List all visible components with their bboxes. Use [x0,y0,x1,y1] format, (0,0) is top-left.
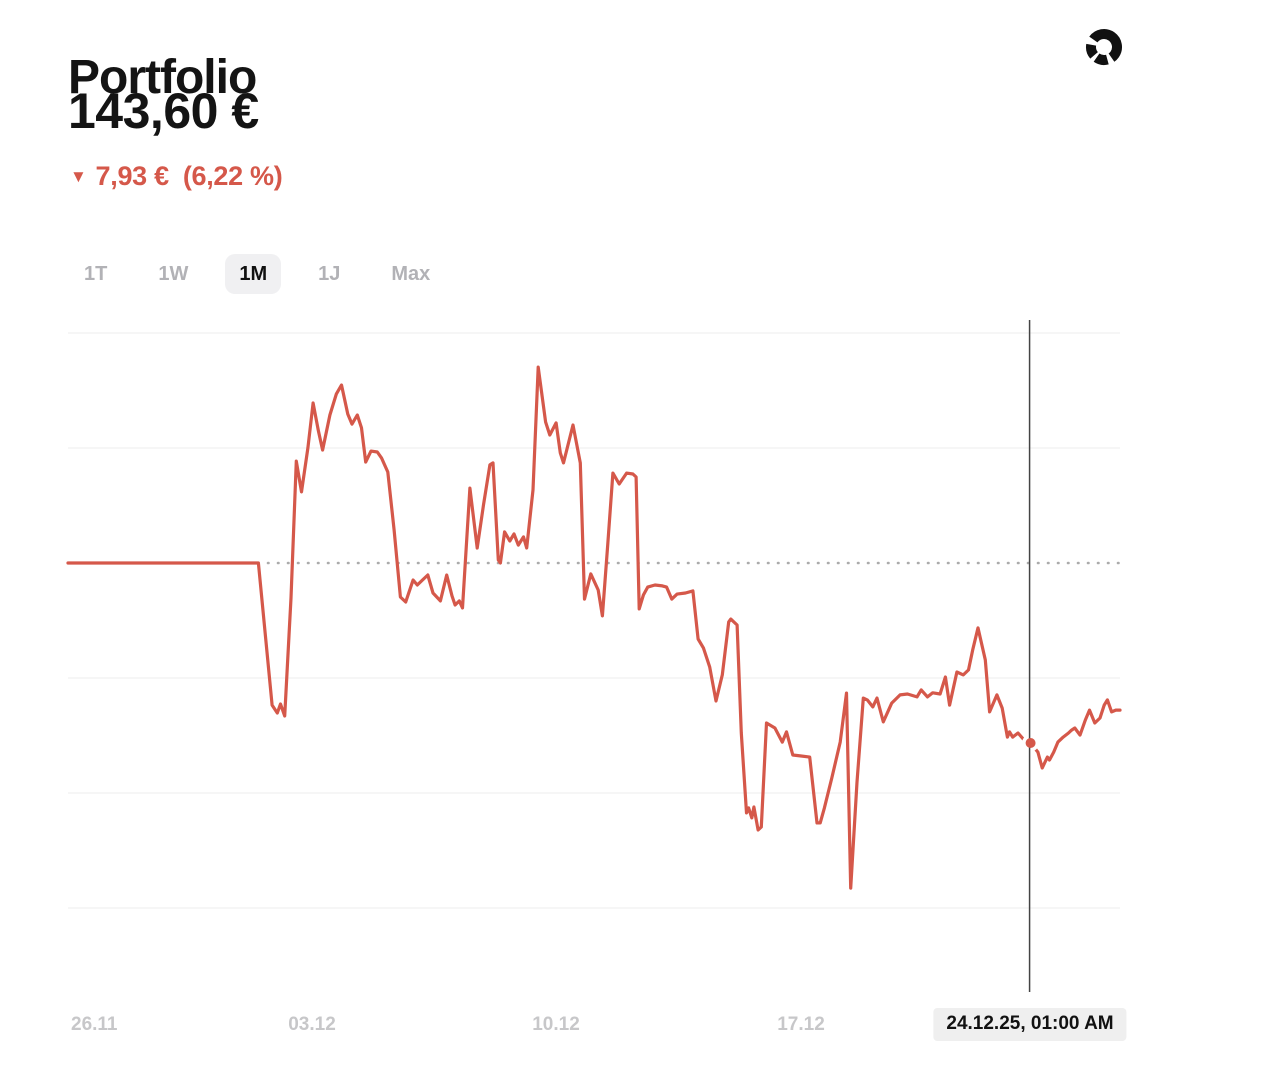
x-tick-label: 26.11 [71,1014,118,1035]
portfolio-allocation-button[interactable] [1084,26,1124,66]
tab-max[interactable]: Max [391,263,431,285]
tab-1t[interactable]: 1T [84,263,108,285]
donut-chart-icon [1086,28,1122,65]
down-triangle-icon: ▼ [70,167,87,186]
x-tick-label: 10.12 [532,1014,580,1035]
change-amount: 7,93 € [95,161,170,191]
portfolio-total-value: 143,60 € [68,83,259,139]
tab-1j[interactable]: 1J [318,263,341,285]
portfolio-change: ▼ 7,93 € (6,22 %) [70,161,283,192]
cursor-date-tooltip: 24.12.25, 01:00 AM [933,1008,1127,1041]
time-range-tabs: 1T 1W 1M 1J Max [84,254,431,294]
change-percent: (6,22 %) [182,161,283,191]
x-tick-label: 17.12 [777,1014,825,1035]
page-title: Portfolio [68,51,257,105]
price-line [66,365,1122,890]
x-tick-label: 03.12 [288,1014,336,1035]
tab-1w[interactable]: 1W [158,263,189,285]
tab-1m[interactable]: 1M [225,254,282,294]
cursor-dot [1025,738,1036,749]
